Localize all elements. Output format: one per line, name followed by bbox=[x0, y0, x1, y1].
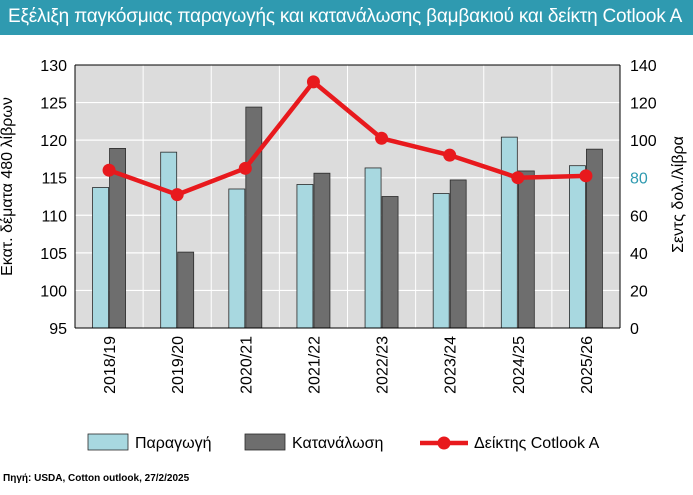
y-tick-left: 120 bbox=[40, 133, 67, 150]
x-tick-label: 2024/25 bbox=[511, 336, 528, 394]
y-tick-left: 125 bbox=[40, 96, 67, 113]
bar-consumption bbox=[517, 170, 535, 329]
y-tick-right: 0 bbox=[630, 321, 639, 338]
legend-swatch-production bbox=[87, 433, 129, 451]
bar-consumption bbox=[449, 179, 467, 329]
bar-consumption bbox=[245, 106, 263, 329]
y-tick-right: 20 bbox=[630, 283, 648, 300]
bar-production bbox=[296, 184, 314, 329]
y-tick-left: 95 bbox=[49, 321, 67, 338]
bar-production bbox=[364, 167, 382, 329]
line-point-cotlook bbox=[579, 169, 593, 183]
y-axis-right-title: Σεντς δολ./λίβρα bbox=[670, 136, 687, 253]
y-tick-right: 100 bbox=[630, 133, 657, 150]
bar-production bbox=[92, 187, 109, 329]
y-tick-left: 105 bbox=[40, 246, 67, 263]
x-tick-label: 2018/19 bbox=[102, 336, 119, 394]
y-tick-right: 80 bbox=[630, 171, 648, 188]
x-tick-label: 2022/23 bbox=[375, 336, 392, 394]
x-tick-label: 2020/21 bbox=[238, 336, 255, 394]
x-tick-label: 2023/24 bbox=[443, 336, 460, 394]
legend-marker-cotlook bbox=[437, 436, 451, 450]
line-point-cotlook bbox=[375, 131, 389, 145]
series-line-cotlook bbox=[108, 79, 586, 197]
chart: 95 100 105 110 115 120 125 130 0 20 40 60 80 100 120 1… bbox=[0, 58, 687, 452]
y-tick-left: 110 bbox=[41, 208, 67, 225]
line-point-cotlook bbox=[443, 148, 457, 162]
legend-label-production: Παραγωγή bbox=[135, 435, 212, 452]
line-point-cotlook bbox=[306, 75, 320, 89]
bar-production bbox=[500, 136, 518, 329]
source-note: Πηγή: USDA, Cotton outlook, 27/2/2025 bbox=[3, 473, 190, 484]
bar-consumption bbox=[381, 196, 399, 329]
legend-swatch-consumption bbox=[244, 433, 286, 451]
bar-production bbox=[160, 151, 178, 329]
y-tick-right: 140 bbox=[630, 58, 657, 75]
line-point-cotlook bbox=[511, 171, 525, 185]
legend-label-cotlook: Δείκτης Cotlook A bbox=[474, 435, 600, 452]
bar-consumption bbox=[177, 251, 195, 329]
y-tick-right: 120 bbox=[630, 96, 657, 113]
line-point-cotlook bbox=[170, 188, 184, 202]
y-tick-right: 40 bbox=[630, 246, 648, 263]
line-point-cotlook bbox=[238, 161, 252, 175]
y-tick-left: 130 bbox=[40, 58, 67, 75]
y-tick-left: 115 bbox=[41, 171, 67, 188]
y-axis-left-title: Εκατ. δέματα 480 λίβρων bbox=[0, 97, 16, 276]
x-tick-label: 2021/22 bbox=[306, 336, 323, 394]
x-tick-label: 2025/26 bbox=[579, 336, 596, 394]
title-bar: Εξέλιξη παγκόσμιας παραγωγής και κατανάλ… bbox=[0, 0, 693, 35]
line-point-cotlook bbox=[102, 163, 116, 177]
y-tick-right: 60 bbox=[630, 208, 648, 225]
bar-production bbox=[432, 193, 450, 329]
y-tick-left: 100 bbox=[40, 283, 67, 300]
x-tick-label: 2019/20 bbox=[170, 336, 187, 394]
bar-production bbox=[228, 188, 246, 329]
chart-title: Εξέλιξη παγκόσμιας παραγωγής και κατανάλ… bbox=[8, 6, 683, 27]
bar-consumption bbox=[313, 172, 331, 329]
bar-production bbox=[569, 165, 586, 329]
legend-label-consumption: Κατανάλωση bbox=[292, 435, 383, 452]
